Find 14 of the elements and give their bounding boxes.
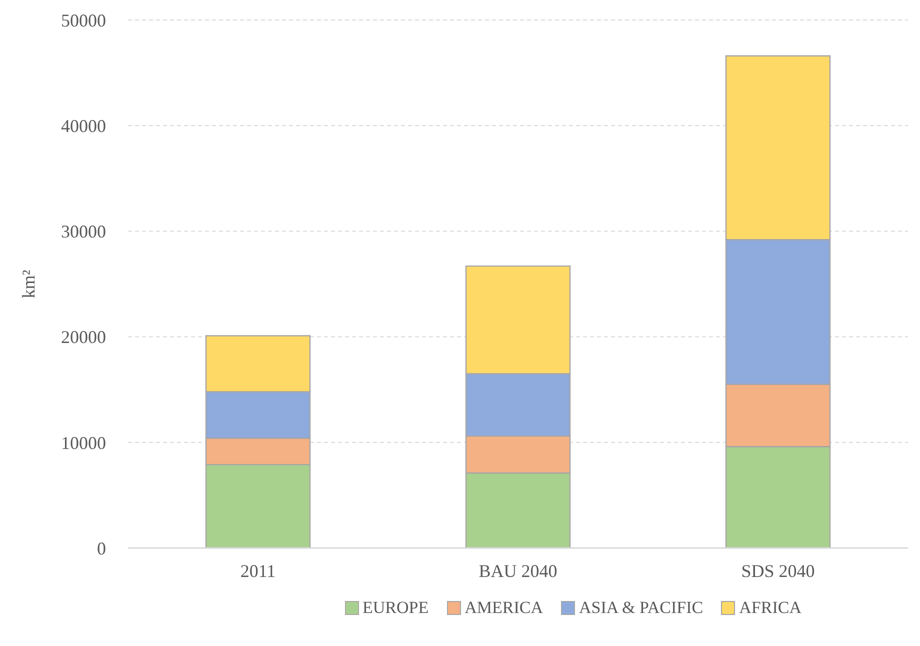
y-tick-label: 20000 [61,327,106,348]
legend-label: AFRICA [739,598,802,618]
y-tick-label: 0 [97,538,106,558]
legend-label: ASIA & PACIFIC [579,598,704,618]
y-tick-label: 40000 [61,116,106,136]
x-tick-label: SDS 2040 [741,560,815,581]
y-tick-label: 10000 [61,432,106,453]
legend-label: AMERICA [464,598,544,618]
y-tick-label: 50000 [61,10,106,30]
x-tick-label: BAU 2040 [478,560,558,581]
y-tick-label: 30000 [61,222,106,242]
legend-label: EUROPE [362,598,429,618]
x-tick-label: 2011 [240,560,276,581]
y-axis-title: km² [18,270,38,298]
